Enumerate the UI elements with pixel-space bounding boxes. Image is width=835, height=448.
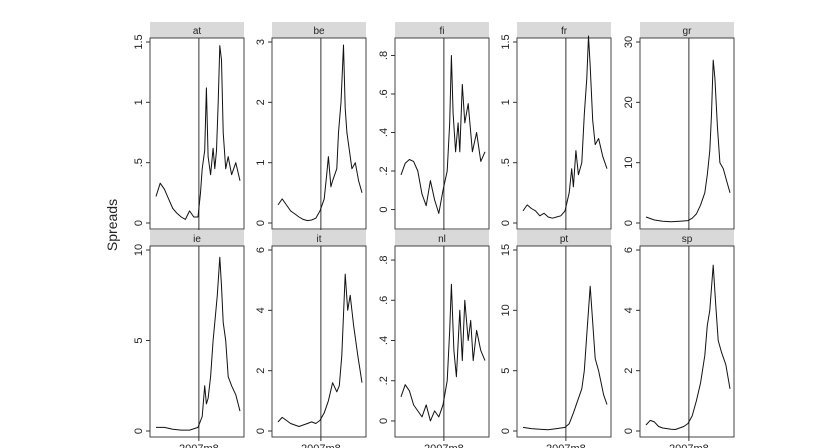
y-tick-label: 0 <box>623 220 635 226</box>
panel-strip <box>150 230 244 246</box>
panel-strip <box>395 230 489 246</box>
y-tick-label: 1.5 <box>133 34 145 49</box>
series-line-at <box>155 45 241 220</box>
panel-title-nl: nl <box>438 234 446 245</box>
y-tick-label: .6 <box>378 89 390 98</box>
series-line-pt <box>522 285 608 431</box>
y-tick-label: 0 <box>255 220 267 226</box>
panel-title-at: at <box>193 26 202 37</box>
y-tick-label: 0 <box>133 220 145 226</box>
y-tick-label: 0 <box>255 428 267 434</box>
plot-frame <box>394 37 490 230</box>
y-tick-label: 3 <box>255 39 267 45</box>
y-tick-label: 4 <box>623 307 635 313</box>
plot-frame <box>271 37 367 230</box>
x-tick-label: 2007m8 <box>546 443 586 448</box>
y-tick-label: .6 <box>378 296 390 305</box>
plot-frame <box>271 245 367 438</box>
y-tick-label: 2 <box>623 368 635 374</box>
panel-title-pt: pt <box>560 234 569 245</box>
y-tick-label: 5 <box>500 368 512 374</box>
y-tick-label: .5 <box>500 158 512 167</box>
series-line-gr <box>645 59 731 223</box>
y-tick-label: 6 <box>623 247 635 253</box>
y-tick-label: 10 <box>133 244 145 256</box>
y-tick-label: 2 <box>255 368 267 374</box>
plot-frame <box>394 245 490 438</box>
plot-frame <box>639 245 735 438</box>
y-tick-label: 0 <box>500 428 512 434</box>
y-tick-label: 1 <box>500 99 512 105</box>
plot-frame <box>516 37 612 230</box>
panel-strip <box>150 22 244 38</box>
y-tick-label: .4 <box>378 128 390 137</box>
y-axis-title: Spreads <box>104 199 120 251</box>
plot-frame <box>639 37 735 230</box>
series-line-ie <box>156 256 241 431</box>
series-line-it <box>277 273 363 427</box>
panel-strip <box>517 230 611 246</box>
panel-it: it 0 2 4 6 2007m8 <box>255 230 367 448</box>
y-tick-label: 1.5 <box>500 34 512 49</box>
panel-gr: gr01020302007m8 <box>623 22 735 247</box>
panel-at: at0.511.52007m8 <box>133 22 245 247</box>
panel-pt: pt 0 5 10 15 2007m8 <box>500 230 612 448</box>
y-tick-label: 10 <box>623 157 635 169</box>
y-tick-label: 2 <box>255 99 267 105</box>
y-tick-label: 20 <box>623 96 635 108</box>
x-tick-label: 2007m8 <box>424 443 464 448</box>
plot-frame <box>149 245 245 438</box>
series-line-be <box>277 44 363 222</box>
y-tick-label: 0 <box>623 428 635 434</box>
y-tick-label: 10 <box>500 304 512 316</box>
y-tick-label: 5 <box>133 337 145 343</box>
panel-nl: nl 0 .2 .4 .6 .8 2007m8 <box>378 230 490 448</box>
panel-strip <box>272 22 366 38</box>
series-line-sp <box>645 264 731 430</box>
panel-title-sp: sp <box>682 234 693 245</box>
series-line-nl <box>400 283 486 422</box>
y-tick-label: 4 <box>255 307 267 313</box>
panel-strip <box>272 230 366 246</box>
panel-strip <box>640 230 734 246</box>
panel-title-gr: gr <box>683 26 693 37</box>
panel-title-ie: ie <box>193 234 201 245</box>
panels-group: at0.511.52007m8be01232007m8fi0.2.4.6.820… <box>133 22 735 448</box>
panel-title-fr: fr <box>561 26 568 37</box>
y-tick-label: .2 <box>378 376 390 385</box>
panel-title-fi: fi <box>440 26 445 37</box>
plot-frame <box>149 37 245 230</box>
y-tick-label: .8 <box>378 255 390 264</box>
x-tick-label: 2007m8 <box>669 443 709 448</box>
y-tick-label: 1 <box>133 99 145 105</box>
y-tick-label: 0 <box>378 418 390 424</box>
panel-strip <box>640 22 734 38</box>
y-tick-label: 1 <box>255 160 267 166</box>
y-tick-label: .4 <box>378 336 390 345</box>
y-tick-label: 0 <box>500 220 512 226</box>
y-tick-label: 15 <box>500 244 512 256</box>
panel-ie: ie 0 5 10 2007m8 <box>133 230 245 448</box>
y-tick-label: .2 <box>378 166 390 175</box>
y-tick-label: .8 <box>378 51 390 60</box>
panel-be: be01232007m8 <box>255 22 367 247</box>
plot-frame <box>516 245 612 438</box>
y-tick-label: .5 <box>133 158 145 167</box>
y-tick-label: 0 <box>378 206 390 212</box>
panel-title-be: be <box>313 26 325 37</box>
series-line-fr <box>522 35 608 219</box>
y-tick-label: 6 <box>255 247 267 253</box>
panel-strip <box>395 22 489 38</box>
x-tick-label: 2007m8 <box>301 443 341 448</box>
y-tick-label: 30 <box>623 36 635 48</box>
panel-fi: fi0.2.4.6.82007m8 <box>378 22 490 247</box>
y-tick-label: 0 <box>133 428 145 434</box>
panel-strip <box>517 22 611 38</box>
panel-fr: fr0.511.52007m8 <box>500 22 612 247</box>
panel-title-it: it <box>317 234 322 245</box>
x-tick-label: 2007m8 <box>179 443 219 448</box>
series-line-fi <box>400 55 486 214</box>
panel-sp: sp 0 2 4 6 2007m8 <box>623 230 735 448</box>
